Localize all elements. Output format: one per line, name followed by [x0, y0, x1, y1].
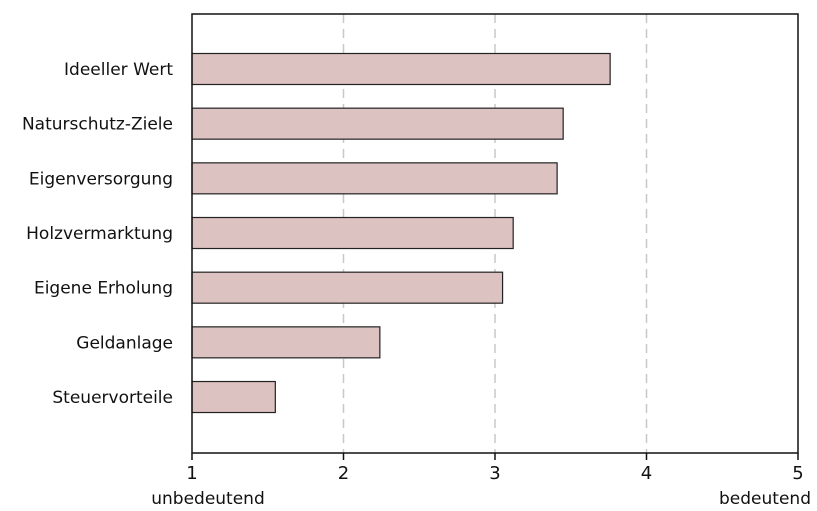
bar-eigene-erholung	[191, 271, 504, 304]
bar-holzvermarktung	[191, 216, 514, 250]
x-axis-high-label: bedeutend	[719, 489, 811, 509]
x-tick-label-4: 4	[641, 463, 652, 484]
x-axis-ticks: 1 2 3 4 5	[186, 453, 804, 484]
bar-eigenversorgung	[191, 162, 558, 195]
category-label-eigene-erholung: Eigene Erholung	[34, 279, 173, 299]
grid-lines	[342, 14, 648, 453]
category-label-geldanlage: Geldanlage	[76, 333, 173, 353]
category-label-steuervorteile: Steuervorteile	[52, 388, 173, 408]
x-tick-label-1: 1	[186, 463, 197, 484]
category-label-ideeller-wert: Ideeller Wert	[64, 60, 173, 80]
category-label-naturschutz-ziele: Naturschutz-Ziele	[22, 115, 173, 135]
x-tick-label-3: 3	[489, 463, 500, 484]
category-label-holzvermarktung: Holzvermarktung	[26, 224, 173, 244]
bar-ideeller-wert	[191, 52, 611, 86]
x-axis-low-label: unbedeutend	[151, 489, 265, 509]
plot-frame	[191, 13, 799, 454]
bar-geldanlage	[191, 326, 381, 359]
bar-steuervorteile	[191, 380, 276, 414]
category-label-eigenversorgung: Eigenversorgung	[29, 169, 173, 189]
bars	[191, 52, 611, 414]
bar-naturschutz-ziele	[191, 107, 564, 140]
category-labels: Ideeller Wert Naturschutz-Ziele Eigenverso…	[22, 60, 173, 408]
x-tick-label-5: 5	[792, 463, 803, 484]
x-tick-label-2: 2	[338, 463, 349, 484]
